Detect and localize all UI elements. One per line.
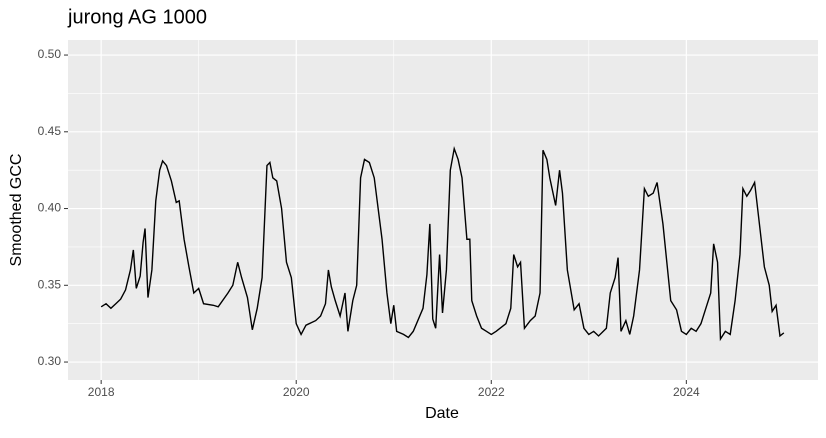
x-tick-label: 2020 (283, 385, 310, 399)
y-tick-label: 0.40 (38, 201, 62, 215)
y-tick-label: 0.45 (38, 124, 62, 138)
x-tick-label: 2024 (673, 385, 700, 399)
x-tick-label: 2018 (88, 385, 115, 399)
line-series (100, 146, 785, 342)
panel (68, 40, 818, 380)
y-tick-label: 0.30 (38, 354, 62, 368)
y-tick-label: 0.50 (38, 47, 62, 61)
x-axis-title: Date (425, 405, 459, 422)
y-tick-label: 0.35 (38, 277, 62, 291)
x-tick-label: 2022 (478, 385, 505, 399)
chart-title: jurong AG 1000 (67, 6, 207, 28)
y-axis-title: Smoothed GCC (8, 154, 25, 267)
